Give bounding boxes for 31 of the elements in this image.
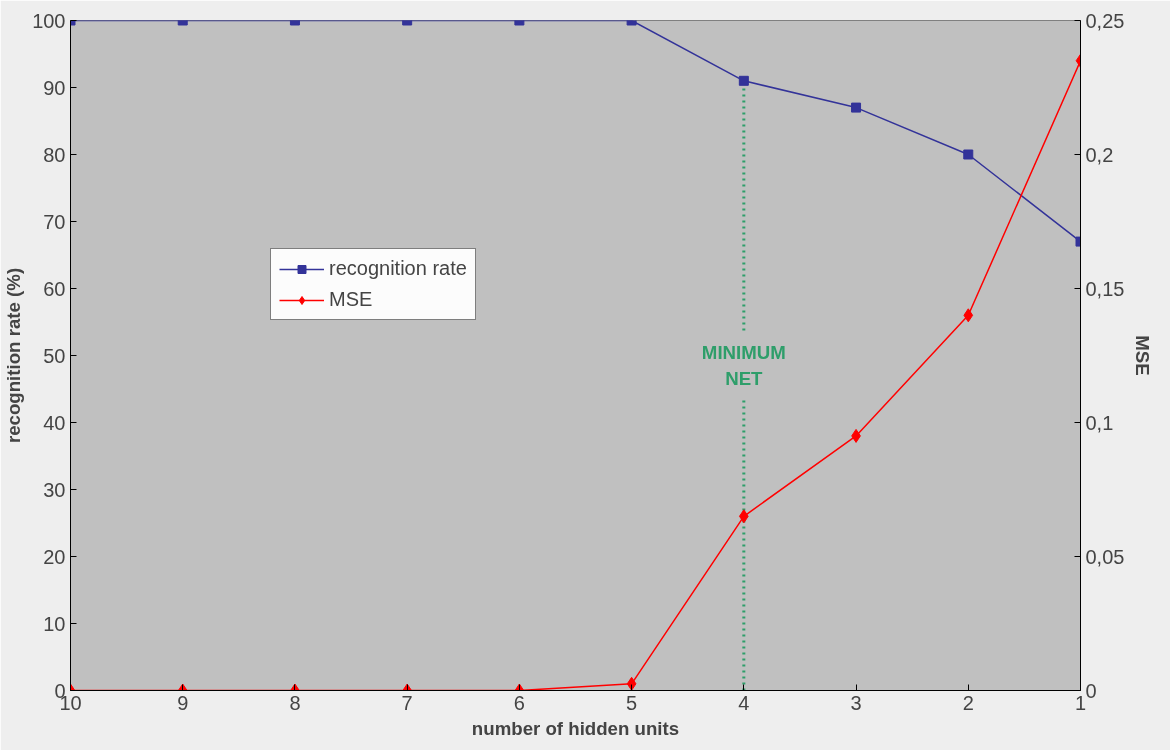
x-tick-label: 9 — [177, 691, 189, 714]
y-tick-label: 20 — [43, 545, 66, 568]
x-axis-title: number of hidden units — [471, 717, 680, 739]
x-tick-label: 1 — [1074, 691, 1087, 714]
x-tick-label: 4 — [738, 691, 750, 714]
y-tick-label: 40 — [43, 411, 66, 434]
y-tick-label: 100 — [32, 9, 66, 32]
x-tick-label: 3 — [850, 691, 862, 714]
y-tick-label: 90 — [43, 76, 66, 99]
y2-tick-label: 0,05 — [1085, 545, 1125, 568]
x-tick-label: 2 — [962, 691, 974, 714]
y-tick-label: 80 — [43, 143, 66, 166]
y2-tick-label: 0 — [1085, 679, 1097, 702]
x-tick-label: 7 — [401, 691, 413, 714]
y2-tick-label: 0,1 — [1085, 411, 1114, 434]
legend-label: recognition rate — [329, 257, 467, 280]
y-tick-label: 30 — [43, 478, 66, 501]
y-tick-label: 50 — [43, 344, 66, 367]
y-tick-label: 10 — [43, 612, 66, 635]
x-tick-label: 6 — [513, 691, 525, 714]
x-tick-label: 8 — [289, 691, 301, 714]
y-tick-label: 60 — [43, 277, 66, 300]
y2-tick-label: 0,25 — [1085, 9, 1125, 32]
ref-line-label: MINIMUM NET — [701, 342, 786, 389]
x-tick-label: 5 — [626, 691, 638, 714]
y-axis-title: recognition rate (%) — [3, 267, 25, 444]
y2-axis-title: MSE — [1132, 335, 1154, 376]
y2-tick-label: 0,2 — [1085, 143, 1114, 166]
y2-tick-label: 0,15 — [1085, 277, 1125, 300]
y-tick-label: 70 — [43, 210, 66, 233]
legend-label: MSE — [329, 288, 373, 311]
